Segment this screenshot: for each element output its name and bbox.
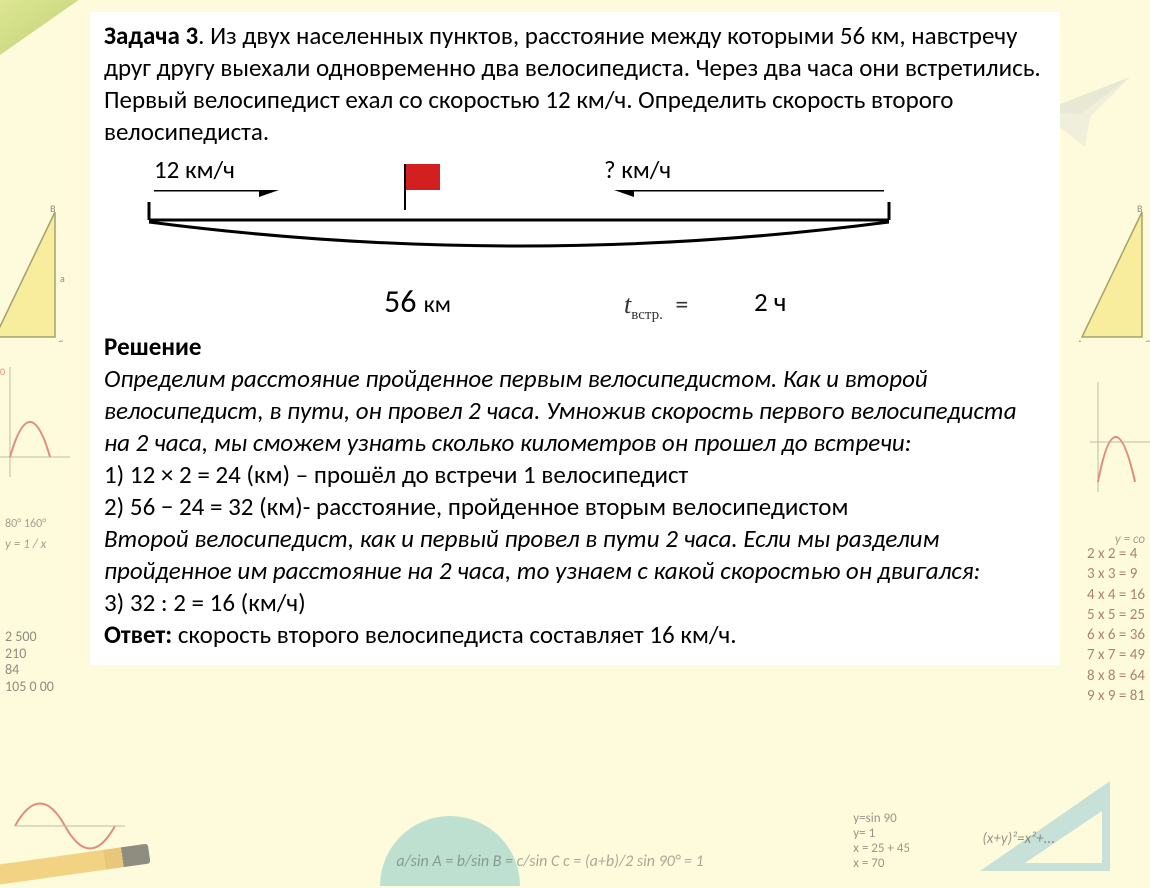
- bg-setsquare-icon: [970, 771, 1120, 881]
- content-card: Задача 3. Из двух населенных пунктов, ра…: [90, 12, 1060, 665]
- svg-text:C: C: [58, 337, 64, 342]
- solution-step-1: 1) 12 × 2 = 24 (км) – прошёл до встречи …: [104, 459, 1046, 491]
- diagram-line: [144, 190, 884, 216]
- solution-intro: Определим расстояние пройденное первым в…: [104, 363, 1046, 459]
- problem-body: . Из двух населенных пунктов, расстояние…: [104, 20, 1041, 147]
- distance-value: 56: [384, 282, 416, 321]
- t-equals: =: [675, 288, 688, 320]
- answer-text: скорость второго велосипедиста составляе…: [172, 619, 736, 650]
- answer-label: Ответ:: [104, 619, 172, 650]
- problem-title: Задача 3: [104, 20, 198, 51]
- svg-text:C: C: [1145, 337, 1150, 342]
- solution-answer: Ответ: скорость второго велосипедиста со…: [104, 619, 1046, 651]
- bg-axis-left-label: y = 1 / x: [5, 537, 46, 552]
- motion-diagram: 12 км/ч ? км/ч: [134, 154, 1046, 329]
- svg-text:B: B: [1137, 202, 1143, 215]
- svg-text:B: B: [50, 202, 56, 215]
- t-subscript: встр.: [631, 307, 663, 323]
- bg-angle-label: 80° 160°: [5, 517, 46, 531]
- svg-text:A: A: [1077, 337, 1083, 342]
- solution-mid-text: Второй велосипедист, как и первый провел…: [104, 523, 1046, 587]
- time-symbol: tвстр. =: [624, 288, 688, 325]
- speed-left-label: 12 км/ч: [154, 154, 235, 186]
- bg-xy-formula: (x+y)²=x²+...: [982, 830, 1055, 848]
- distance-label: 56 км: [384, 282, 451, 323]
- speed-right-label: ? км/ч: [604, 154, 671, 186]
- svg-text:b: b: [22, 340, 27, 342]
- bg-trig-formulas: a/sin A = b/sin B = c/sin C c = (a+b)/2 …: [150, 852, 950, 871]
- time-value: 2 ч: [754, 286, 786, 321]
- svg-text:0: 0: [0, 367, 5, 378]
- svg-text:a: a: [60, 272, 65, 285]
- bg-multiplication-table: 2 x 2 = 4 3 x 3 = 9 4 x 4 = 16 5 x 5 = 2…: [1087, 544, 1145, 706]
- bg-equation-system: y=sin 90 y= 1 x = 25 + 45 x = 70: [853, 811, 910, 871]
- distance-unit: км: [424, 290, 451, 319]
- bg-triangle-left: A C B a b: [0, 202, 68, 342]
- bg-graph-left: 0: [0, 367, 70, 487]
- bg-protractor-icon: [380, 816, 520, 886]
- solution-step-2: 2) 56 − 24 = 32 (км)- расстояние, пройде…: [104, 491, 1046, 523]
- bg-triangle-right: A C B: [1077, 202, 1150, 342]
- bg-sine-bottomleft: [10, 776, 130, 876]
- solution-step-3: 3) 32 : 2 = 16 (км/ч): [104, 587, 1046, 619]
- solution-block: Решение Определим расстояние пройденное …: [104, 331, 1046, 651]
- bg-fractions-left: 2 500 210 84 105 0 00: [5, 629, 54, 696]
- meeting-flag-icon: [404, 164, 440, 190]
- solution-heading: Решение: [104, 331, 1046, 363]
- bg-graph-right: [1090, 382, 1150, 502]
- problem-statement: Задача 3. Из двух населенных пунктов, ра…: [104, 20, 1046, 148]
